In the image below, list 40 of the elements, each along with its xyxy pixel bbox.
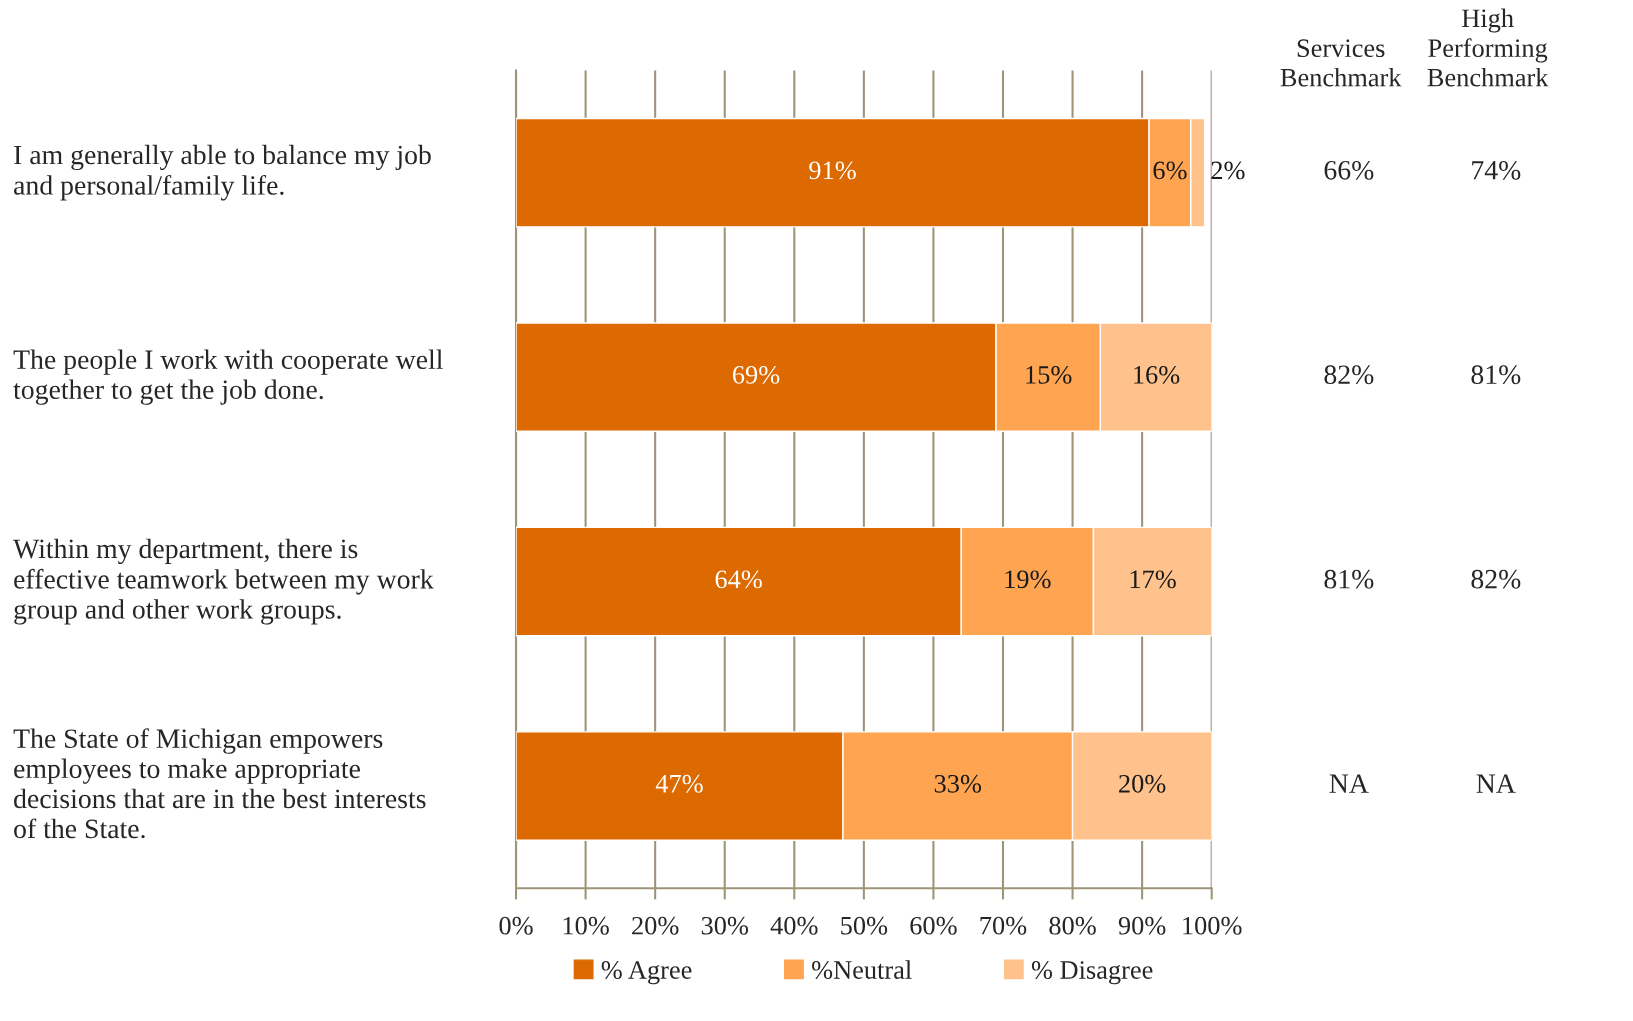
x-tick-label: 70% [980,916,1027,935]
text: NA [1329,774,1369,793]
text: 66% [1324,160,1374,180]
x-tick-label: 80% [1049,916,1096,935]
x-tick-label: 0% [499,916,533,935]
x-tick-label: 10% [563,916,609,935]
data-label: 2% [1211,161,1245,180]
x-tick-label: 50% [841,916,888,935]
legend-label: %Neutral [812,960,912,979]
x-tick-label: 90% [1118,916,1166,935]
y-tick-label: The State of Michigan empowers employees to make appropriate decisions that are in the best interests of the State. [13,728,426,839]
y-tick-label: I am generally able to balance my job and personal/family life. [14,144,431,201]
x-tick-label: 20% [632,916,679,935]
data-label: 33% [934,774,982,793]
text: High Performing Benchmark [1427,8,1549,87]
x-tick-label: 40% [770,916,818,935]
text: NA [1476,774,1516,793]
y-tick-label: The people I work with cooperate well together to get the job done. [13,349,443,405]
data-label: 15% [1026,365,1072,384]
x-tick-label: 30% [701,916,749,935]
text: 81% [1324,569,1374,589]
x-tick-label: 60% [910,916,957,935]
y-tick-label: Within my department, there is effective teamwork between my work group and other work groups. [13,538,434,625]
data-label: 6% [1153,161,1187,180]
legend-label: % Agree [601,961,692,985]
text: 81% [1471,365,1521,385]
text: 74% [1472,160,1521,180]
data-label: 91% [809,161,856,180]
data-label: 17% [1130,570,1176,589]
text: Services Benchmark [1280,39,1402,87]
data-label: 20% [1119,774,1166,793]
data-label: 69% [732,365,780,384]
data-label: 16% [1134,365,1180,384]
data-label: 47% [655,774,703,793]
data-label: 19% [1005,570,1051,589]
text: 82% [1324,365,1374,385]
text: 82% [1471,569,1521,589]
legend-label: % Disagree [1031,961,1153,985]
data-label: 64% [715,570,762,589]
x-tick-label: 100% [1183,916,1242,935]
